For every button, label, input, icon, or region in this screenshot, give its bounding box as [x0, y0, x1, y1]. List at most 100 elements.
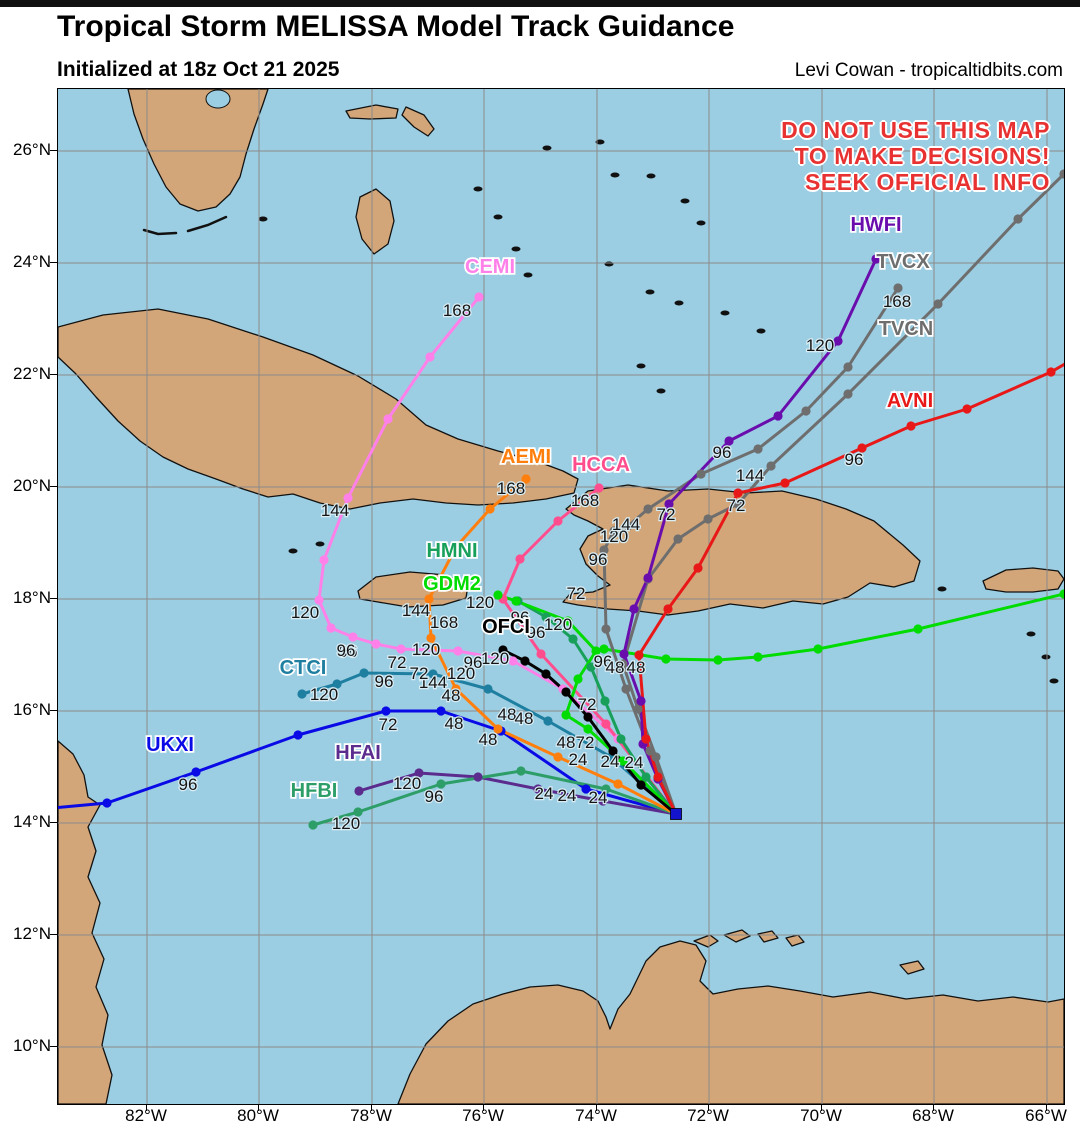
hour-label: 72 [567, 584, 586, 603]
hour-label: 120 [393, 774, 421, 793]
track-point [293, 730, 303, 740]
track-map: 48 72 96 48 96 120 120 96 120 96 120 144 168 144 168 16… [57, 88, 1065, 1105]
track-point [436, 779, 446, 789]
track-point [343, 493, 353, 503]
track-point [568, 634, 578, 644]
track-point [703, 514, 713, 524]
track-point [1059, 169, 1064, 179]
track-point [543, 716, 553, 726]
track-point [633, 704, 643, 714]
track-point [473, 772, 483, 782]
hour-label: 48 [557, 733, 576, 752]
track-point [643, 504, 653, 514]
track-point [498, 645, 508, 655]
track-point [651, 752, 661, 762]
track-point [553, 516, 563, 526]
storm-start-marker [670, 808, 682, 820]
track-point [661, 654, 671, 664]
track-point [453, 646, 463, 656]
y-axis-tick [50, 262, 57, 263]
x-axis-label: 72°W [687, 1106, 729, 1121]
y-axis-tick [50, 1046, 57, 1047]
track-point [348, 632, 358, 642]
track-point [515, 554, 525, 564]
track-point [493, 724, 503, 734]
y-axis-tick [50, 150, 57, 151]
track-point [643, 573, 653, 583]
x-axis-tick [146, 1104, 147, 1111]
model-label-TVCN: TVCN [879, 318, 933, 340]
x-axis-tick [483, 1104, 484, 1111]
track-point [634, 650, 644, 660]
track-point [636, 780, 646, 790]
track-point [297, 689, 307, 699]
track-point [601, 719, 611, 729]
track-point [713, 655, 723, 665]
track-point [773, 411, 783, 421]
hour-label: 24 [601, 752, 620, 771]
hour-label: 144 [419, 673, 447, 692]
track-point [641, 734, 651, 744]
x-axis-tick [258, 1104, 259, 1111]
hour-label: 48 [442, 686, 461, 705]
y-axis-tick [50, 710, 57, 711]
model-label-CTCI: CTCI [280, 657, 327, 679]
track-point [591, 646, 601, 656]
track-HFAI [357, 771, 678, 816]
track-point [1046, 367, 1056, 377]
track-point [616, 734, 626, 744]
track-point [653, 772, 663, 782]
track-point [618, 659, 628, 669]
credit-label: Levi Cowan - tropicaltidbits.com [794, 60, 1063, 81]
hour-label: 48 [498, 705, 517, 724]
track-point [563, 616, 573, 626]
model-label-AEMI: AEMI [501, 446, 551, 468]
hour-label: 120 [544, 615, 572, 634]
x-axis-tick [371, 1104, 372, 1111]
track-point [645, 746, 655, 756]
track-point [696, 469, 706, 479]
hour-label: 144 [736, 466, 764, 485]
track-point [383, 414, 393, 424]
hour-label: 96 [464, 653, 483, 672]
top-bar [0, 0, 1080, 7]
hour-label: 144 [321, 501, 349, 520]
track-point [583, 712, 593, 722]
map-canvas: 4872964896120120961209612014416814416816… [58, 89, 1064, 1104]
track-point [843, 389, 853, 399]
track-AEMI [427, 477, 678, 816]
track-point [451, 542, 461, 552]
track-point [733, 499, 743, 509]
track-point [371, 639, 381, 649]
hour-label: 120 [291, 603, 319, 622]
track-point [913, 624, 923, 634]
model-label-HFAI: HFAI [335, 742, 381, 764]
x-axis-label: 66°W [1025, 1106, 1067, 1121]
hour-label: 96 [594, 652, 613, 671]
hour-label: 120 [600, 527, 628, 546]
track-point [451, 684, 461, 694]
model-label-CEMI: CEMI [465, 256, 515, 278]
track-point [485, 504, 495, 514]
x-axis-label: 78°W [350, 1106, 392, 1121]
hour-label: 120 [806, 336, 834, 355]
track-HMNI [516, 599, 678, 816]
track-point [553, 752, 563, 762]
track-point [962, 404, 972, 414]
x-axis-label: 70°W [800, 1106, 842, 1121]
hour-label: 48 [627, 658, 646, 677]
track-point [766, 461, 776, 471]
track-point [314, 595, 324, 605]
hour-label: 96 [845, 450, 864, 469]
y-axis-label: 24°N [13, 252, 51, 271]
track-point [780, 478, 790, 488]
track-point [424, 594, 434, 604]
track-point [733, 488, 743, 498]
track-point [396, 644, 406, 654]
track-point [583, 724, 593, 734]
hour-label: 24 [589, 788, 608, 807]
hour-label: 24 [558, 786, 577, 805]
track-point [673, 534, 683, 544]
hour-label: 120 [310, 685, 338, 704]
y-axis-label: 10°N [13, 1036, 51, 1055]
